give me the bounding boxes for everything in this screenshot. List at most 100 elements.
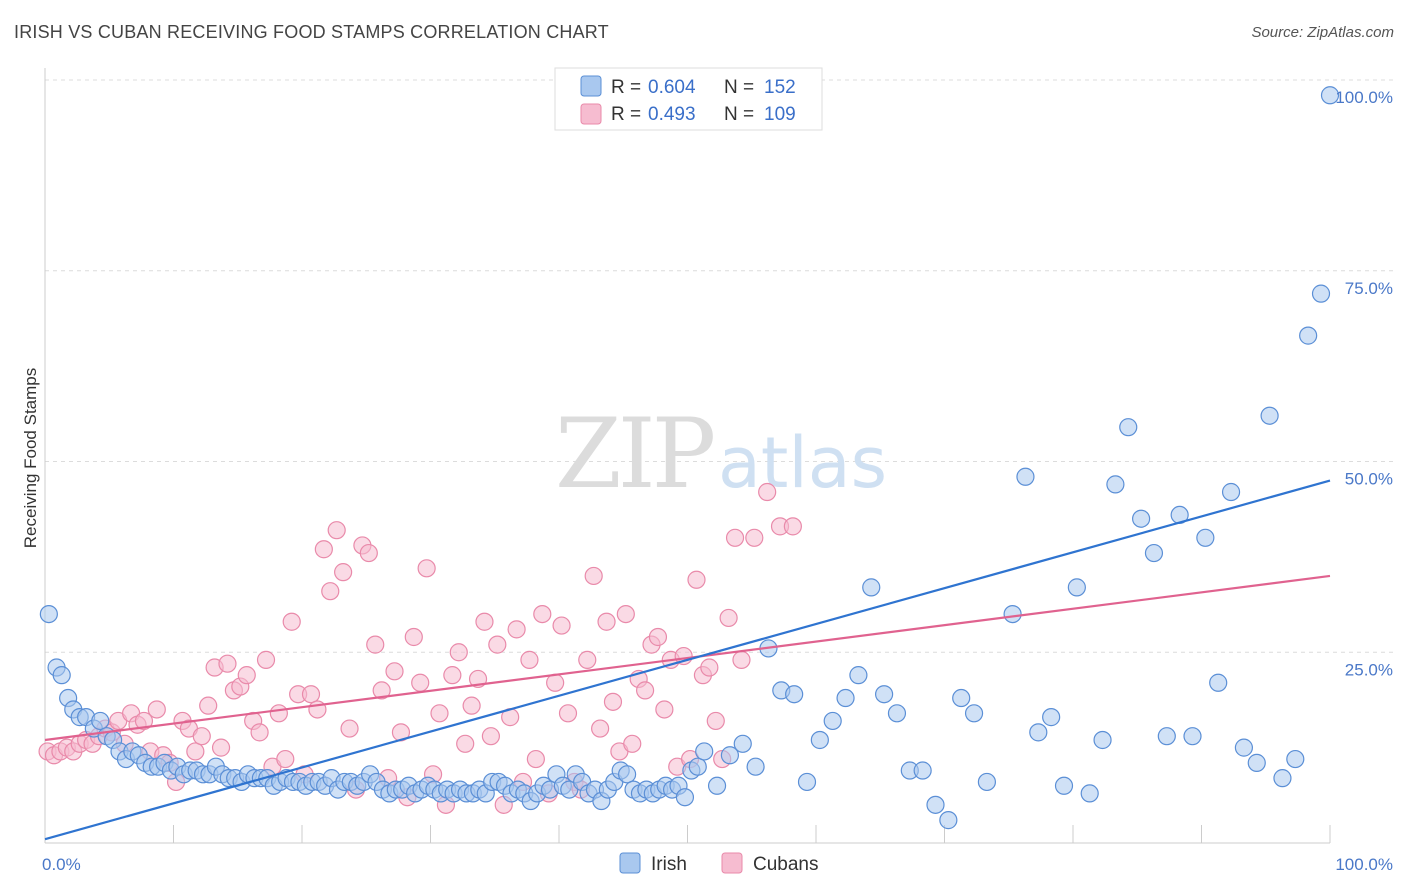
- cubans-point-107: [725, 528, 745, 547]
- cubans-point-64: [449, 643, 468, 662]
- legend-r-label-irish: R =: [611, 77, 641, 98]
- cubans-point-58: [411, 673, 430, 692]
- trend-line-irish: [44, 479, 1331, 841]
- cubans-point-61: [430, 704, 449, 723]
- cubans-point-104: [706, 711, 725, 731]
- cubans-point-95: [648, 627, 668, 647]
- cubans-point-87: [597, 612, 616, 631]
- irish-point-115: [862, 578, 881, 597]
- cubans-point-96: [655, 700, 674, 719]
- bottom-legend-swatch-cubans: [721, 852, 743, 874]
- irish-point-132: [1093, 730, 1112, 750]
- irish-point-134: [1119, 418, 1138, 437]
- grid-lines: [45, 79, 1395, 653]
- cubans-point-43: [314, 540, 333, 559]
- cubans-point-33: [250, 723, 269, 742]
- cubans-point-110: [758, 482, 777, 502]
- irish-point-90: [618, 765, 637, 784]
- irish-point-110: [797, 772, 817, 792]
- legend-r-value-irish: 0.604: [648, 77, 696, 98]
- cubans-point-77: [533, 604, 552, 624]
- irish-point-130: [1067, 578, 1086, 597]
- irish-point-127: [1029, 723, 1048, 742]
- cubans-point-70: [488, 635, 507, 654]
- x-tick-labels: 0.0% 100.0%: [42, 855, 1393, 874]
- legend-n-label-irish: N =: [724, 77, 754, 98]
- cubans-point-91: [623, 734, 642, 753]
- legend: R = 0.604 N = 152 R = 0.493 N = 109: [554, 67, 823, 131]
- irish-point-114: [849, 666, 868, 685]
- y-tick-label-2: 75.0%: [1345, 279, 1393, 298]
- irish-point-112: [823, 711, 842, 731]
- irish-point-119: [913, 761, 932, 780]
- cubans-point-106: [719, 608, 738, 628]
- irish-point-121: [939, 811, 958, 830]
- legend-r-value-cubans: 0.493: [648, 104, 696, 125]
- irish-point-143: [1234, 738, 1254, 757]
- irish-point-104: [720, 746, 740, 765]
- y-tick-label-0: 25.0%: [1345, 660, 1393, 679]
- cubans-point-68: [475, 612, 494, 631]
- cubans-point-88: [603, 692, 623, 711]
- irish-point-139: [1183, 727, 1202, 746]
- irish-point-124: [977, 772, 997, 792]
- irish-point-101: [688, 757, 707, 776]
- irish-point-99: [675, 788, 695, 807]
- irish-point-117: [887, 704, 907, 723]
- cubans-point-47: [340, 719, 359, 738]
- irish-point-146: [1273, 769, 1292, 788]
- series-irish-points: [39, 86, 1340, 830]
- cubans-point-79: [546, 673, 565, 692]
- cubans-point-34: [256, 650, 276, 669]
- irish-point-144: [1247, 753, 1266, 772]
- legend-r-label-cubans: R =: [611, 104, 641, 125]
- irish-point-137: [1157, 727, 1176, 746]
- x-tick-label-1: 100.0%: [1335, 855, 1393, 874]
- y-tick-labels: 25.0% 50.0% 75.0% 100.0%: [1335, 88, 1393, 679]
- cubans-point-46: [334, 563, 353, 582]
- cubans-point-36: [269, 704, 288, 723]
- irish-point-120: [926, 795, 945, 814]
- irish-point-125: [1003, 604, 1022, 624]
- cubans-point-65: [456, 734, 475, 753]
- cubans-point-86: [591, 719, 610, 738]
- irish-point-135: [1132, 509, 1151, 528]
- cubans-point-45: [327, 521, 346, 540]
- irish-point-116: [875, 685, 894, 704]
- cubans-point-28: [218, 654, 237, 673]
- irish-point-145: [1260, 406, 1279, 425]
- cubans-point-108: [732, 650, 751, 669]
- irish-point-109: [785, 685, 804, 704]
- legend-n-value-irish: 152: [764, 77, 796, 98]
- cubans-point-63: [443, 666, 462, 685]
- cubans-point-54: [385, 662, 404, 681]
- irish-point-128: [1042, 708, 1061, 727]
- irish-point-103: [707, 776, 727, 795]
- irish-point-150: [1320, 86, 1340, 105]
- cubans-point-76: [526, 749, 545, 769]
- cubans-point-24: [192, 727, 211, 746]
- irish-point-140: [1196, 528, 1215, 547]
- cubans-point-90: [616, 604, 635, 624]
- chart-title: IRISH VS CUBAN RECEIVING FOOD STAMPS COR…: [14, 22, 609, 42]
- irish-point-8: [91, 711, 110, 731]
- irish-point-149: [1311, 284, 1331, 303]
- cubans-point-93: [635, 681, 655, 700]
- watermark-zip: ZIP: [555, 398, 714, 510]
- watermark: ZIP atlas: [555, 398, 887, 510]
- irish-point-142: [1221, 482, 1241, 502]
- irish-point-122: [952, 688, 971, 708]
- cubans-point-23: [186, 742, 205, 761]
- cubans-point-59: [417, 559, 436, 578]
- cubans-point-103: [700, 658, 719, 677]
- trend-line-cubans: [44, 574, 1331, 742]
- x-tick-label-0: 0.0%: [42, 855, 81, 874]
- irish-point-2: [52, 666, 71, 685]
- cubans-point-75: [520, 650, 539, 669]
- y-tick-label-1: 50.0%: [1345, 470, 1393, 489]
- cubans-point-66: [462, 696, 481, 715]
- cubans-point-51: [366, 635, 385, 654]
- irish-point-106: [746, 757, 765, 776]
- cubans-point-112: [783, 517, 802, 536]
